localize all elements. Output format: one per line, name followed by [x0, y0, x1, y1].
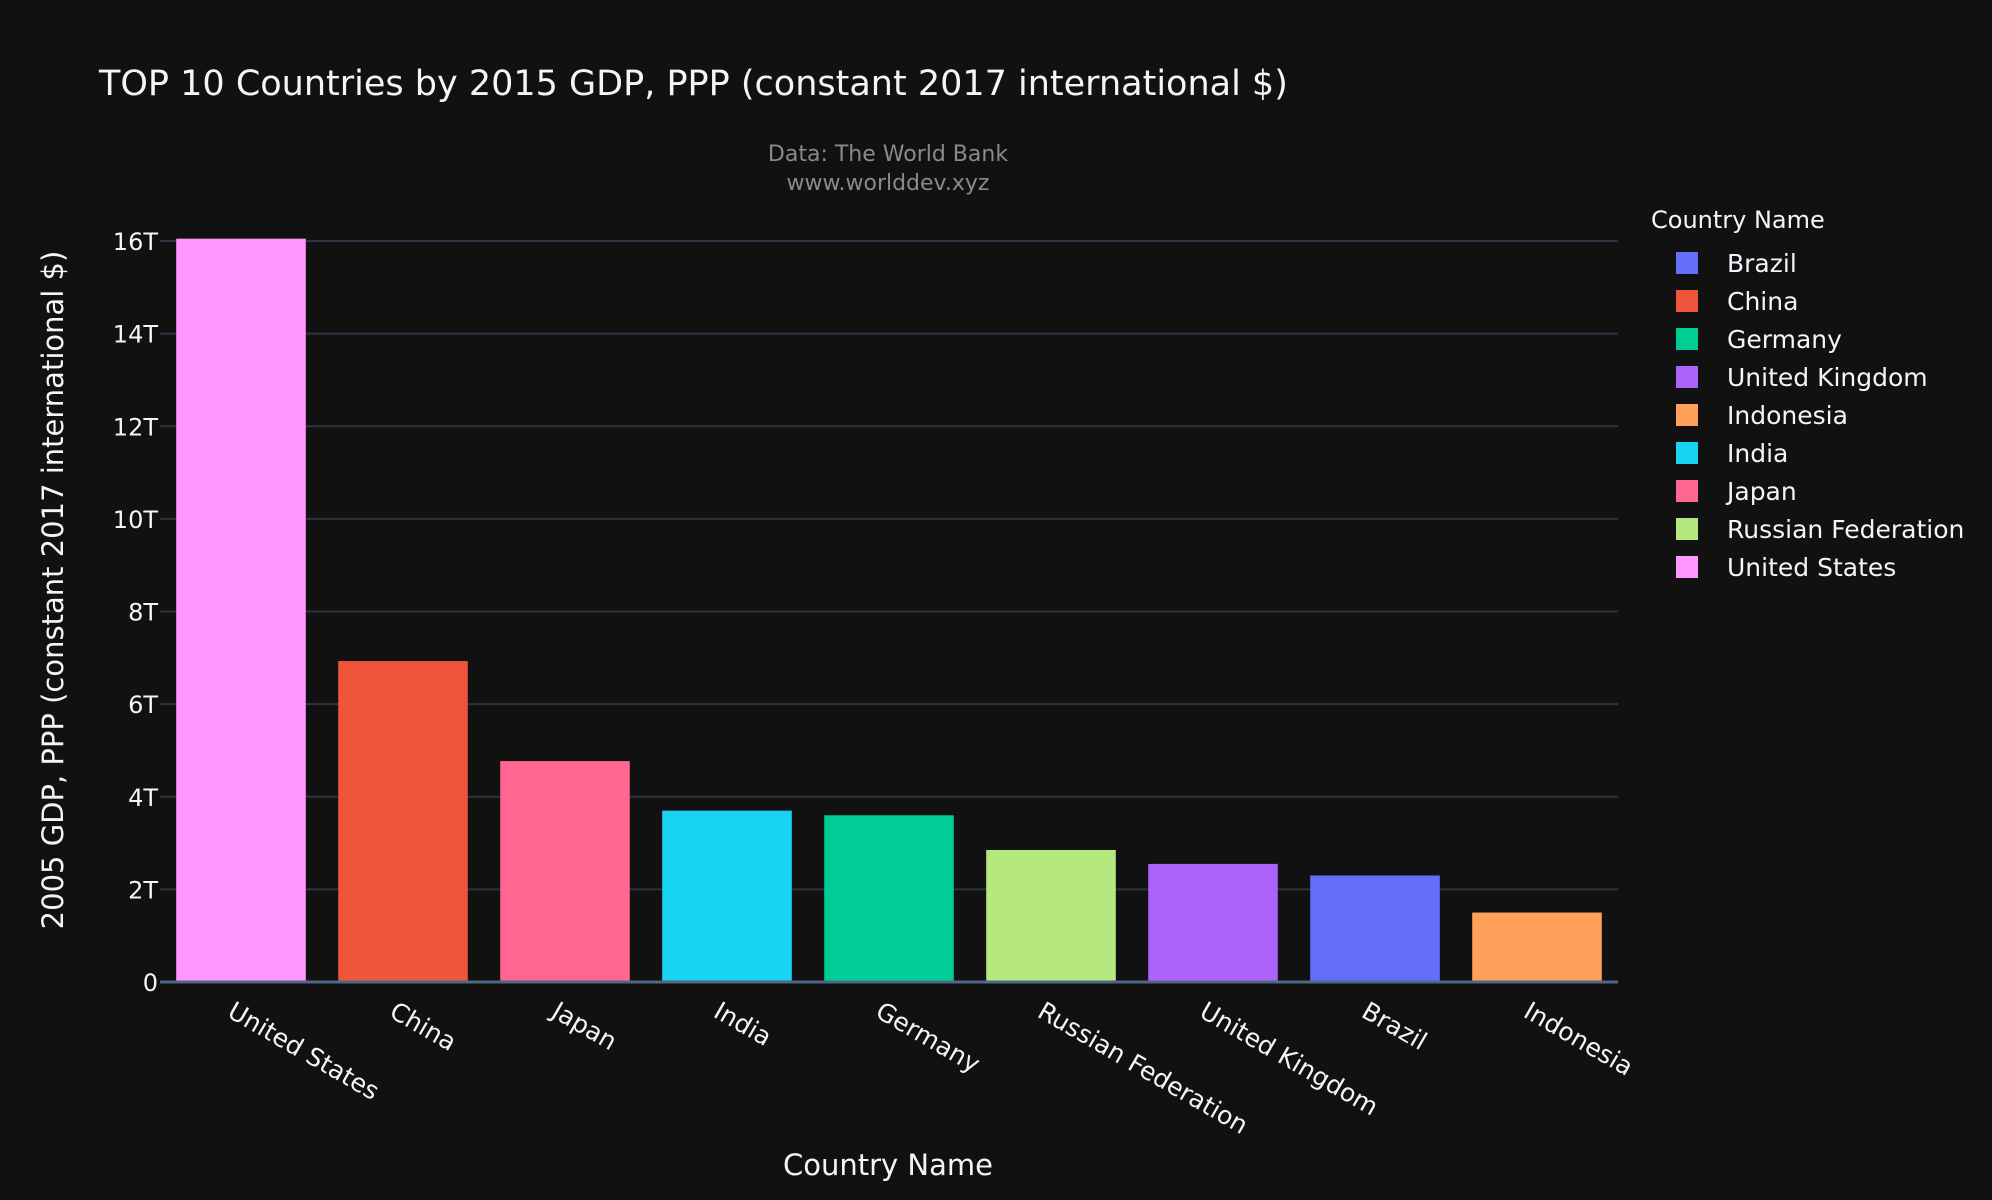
x-tick-label: Indonesia [1519, 996, 1638, 1082]
legend-title: Country Name [1651, 206, 1825, 234]
legend-item[interactable]: Japan [1676, 472, 1964, 510]
y-tick-label: 10T [113, 506, 159, 534]
legend-item[interactable]: China [1676, 282, 1964, 320]
legend-items: Brazil China Germany United Kingdom Indonesi… [1651, 244, 1964, 586]
y-tick-label: 12T [113, 413, 159, 441]
x-tick-label: Japan [545, 995, 622, 1056]
legend-label: China [1727, 286, 1799, 316]
bar[interactable] [986, 850, 1116, 982]
legend-swatch [1676, 556, 1698, 578]
chart-subtitle-source: Data: The World Bank [767, 142, 1009, 167]
legend-item[interactable]: Russian Federation [1676, 510, 1964, 548]
legend-item[interactable]: Germany [1676, 320, 1964, 358]
legend-label: India [1727, 438, 1789, 468]
legend: Country Name Brazil China Germany United Ki… [1651, 206, 1964, 586]
legend-swatch [1676, 480, 1698, 502]
bar[interactable] [1472, 912, 1602, 982]
legend-item[interactable]: India [1676, 434, 1964, 472]
bar[interactable] [1148, 863, 1278, 982]
legend-label: Russian Federation [1727, 514, 1965, 544]
x-tick-label: China [385, 996, 461, 1057]
y-tick-label: 2T [128, 876, 158, 904]
bar[interactable] [662, 810, 792, 982]
legend-label: Germany [1727, 324, 1842, 354]
legend-label: United Kingdom [1727, 362, 1928, 392]
legend-label: United States [1727, 552, 1897, 582]
x-axis-title: Country Name [783, 1148, 993, 1182]
x-tick-label: India [709, 996, 777, 1052]
y-tick-label: 14T [113, 321, 159, 349]
bar[interactable] [824, 815, 954, 982]
legend-swatch [1676, 252, 1698, 274]
legend-item[interactable]: Brazil [1676, 244, 1964, 282]
legend-item[interactable]: United States [1676, 548, 1964, 586]
bar[interactable] [1310, 875, 1440, 982]
y-tick-label: 0 [143, 969, 158, 997]
legend-label: Japan [1727, 476, 1797, 506]
legend-swatch [1676, 442, 1698, 464]
legend-swatch [1676, 328, 1698, 350]
y-tick-label: 8T [128, 599, 158, 627]
x-tick-label: Germany [871, 996, 985, 1079]
bar[interactable] [338, 661, 468, 982]
legend-swatch [1676, 518, 1698, 540]
legend-swatch [1676, 404, 1698, 426]
x-tick-label: Brazil [1357, 996, 1432, 1056]
chart-title: TOP 10 Countries by 2015 GDP, PPP (const… [99, 64, 1288, 104]
bar[interactable] [176, 238, 306, 982]
chart-subtitle-url: www.worlddev.xyz [786, 171, 990, 196]
legend-label: Brazil [1727, 248, 1797, 278]
y-tick-label: 4T [128, 784, 158, 812]
legend-swatch [1676, 366, 1698, 388]
y-tick-label: 16T [113, 228, 159, 256]
legend-item[interactable]: Indonesia [1676, 396, 1964, 434]
bars [176, 238, 1602, 982]
legend-swatch [1676, 290, 1698, 312]
y-tick-label: 6T [128, 691, 158, 719]
x-tick-label: United States [223, 996, 384, 1106]
bar[interactable] [500, 761, 630, 982]
y-axis-title: 2005 GDP, PPP (constant 2017 internation… [36, 251, 70, 930]
legend-item[interactable]: United Kingdom [1676, 358, 1964, 396]
legend-label: Indonesia [1727, 400, 1848, 430]
